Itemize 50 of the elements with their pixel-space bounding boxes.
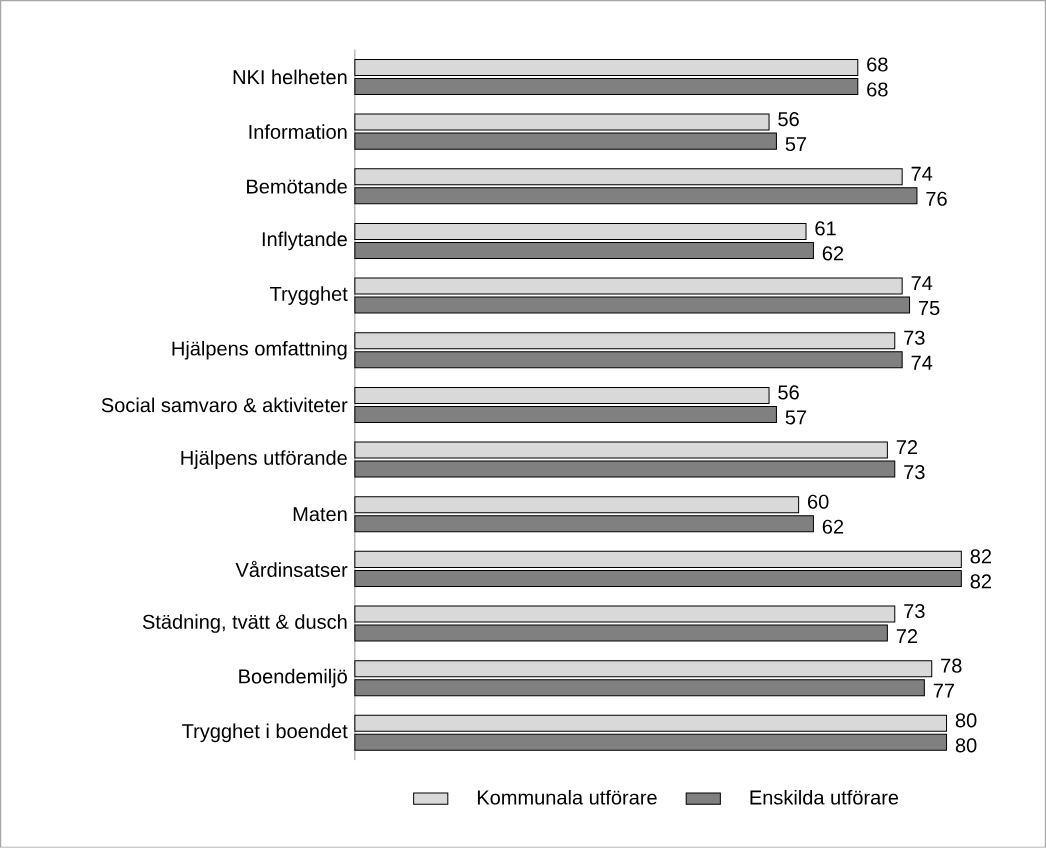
bar (354, 386, 770, 404)
data-label: 68 (867, 57, 888, 72)
data-label: 62 (822, 246, 844, 261)
data-label: 82 (970, 549, 991, 564)
y-tick-label: Bemötande (247, 179, 347, 194)
data-label: 62 (822, 519, 844, 534)
data-label: 57 (785, 410, 807, 425)
data-label: 74 (911, 276, 933, 291)
data-label: 72 (896, 629, 918, 644)
bar (354, 496, 800, 514)
y-tick-label: Social samvaro & aktiviteter (101, 397, 348, 413)
data-label: 80 (955, 738, 977, 753)
data-label: 57 (785, 137, 807, 152)
y-tick-label: Städning, tvätt & dusch (142, 614, 347, 633)
data-label: 56 (778, 385, 799, 400)
y-tick-label: Hjälpens omfattning (172, 341, 347, 360)
data-label: 61 (815, 221, 836, 236)
data-label: 56 (778, 112, 799, 127)
y-tick-label: Boendemiljö (239, 668, 347, 688)
data-label: 74 (911, 166, 933, 181)
data-label: 76 (926, 191, 947, 206)
bar (354, 332, 896, 350)
data-label: 74 (911, 355, 933, 370)
y-tick-label: Vårdinsatser (235, 560, 348, 578)
data-label: 82 (970, 574, 991, 589)
y-tick-label: NKI helheten (233, 69, 347, 85)
y-tick-label: Inflytande (262, 231, 347, 251)
y-tick-label: Trygghet (270, 286, 348, 305)
bar (354, 550, 962, 568)
data-label: 73 (904, 465, 925, 480)
bar (354, 660, 933, 678)
legend-label: Kommunala utförare (477, 789, 657, 805)
bar (354, 168, 903, 186)
data-label: 80 (955, 713, 977, 728)
data-label: 75 (919, 301, 940, 316)
legend-label: Enskilda utförare (750, 789, 899, 805)
data-label: 72 (896, 440, 918, 455)
y-tick-label: Trygghet i boendet (182, 723, 348, 743)
bar (354, 59, 859, 77)
y-tick-label: Hjälpens utförande (181, 450, 347, 469)
data-label: 68 (867, 82, 888, 97)
data-label: 73 (904, 330, 925, 345)
y-tick-label: Information (249, 124, 347, 140)
data-label: 73 (904, 604, 925, 619)
data-label: 78 (941, 658, 962, 673)
y-tick-label: Maten (293, 507, 347, 522)
bar (354, 714, 948, 732)
data-label: 60 (808, 494, 829, 509)
data-label: 77 (933, 683, 955, 698)
bar (354, 223, 807, 241)
